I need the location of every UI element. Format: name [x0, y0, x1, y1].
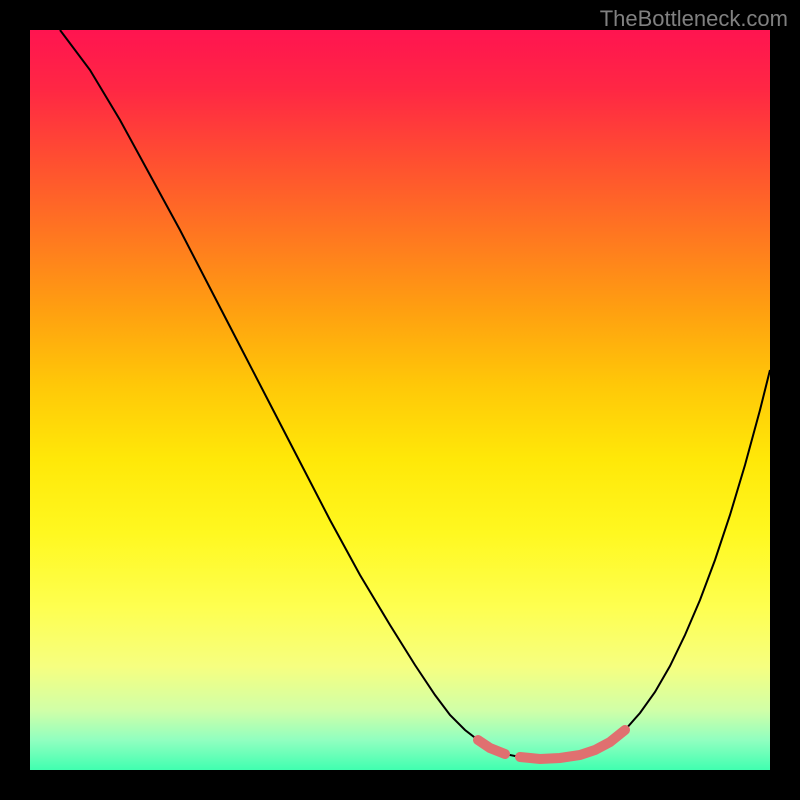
watermark-text: TheBottleneck.com [600, 6, 788, 32]
gradient-background [30, 30, 770, 770]
bottleneck-chart [30, 30, 770, 770]
